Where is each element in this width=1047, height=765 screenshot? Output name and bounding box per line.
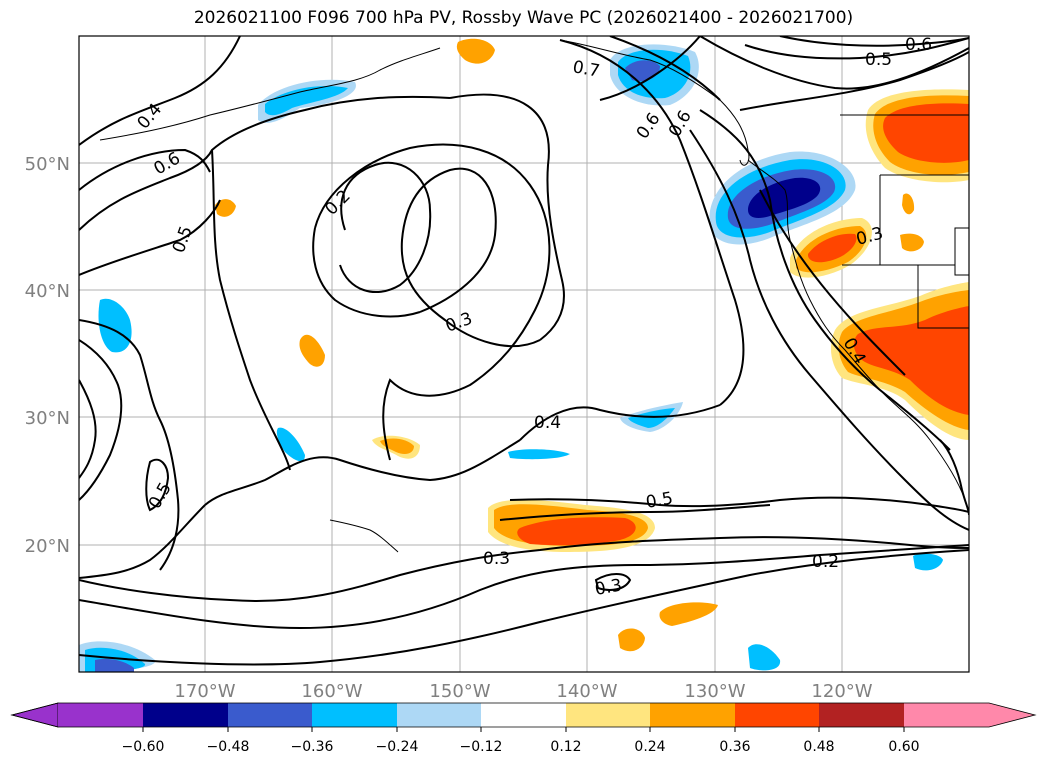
colorbar-tick-label: −0.12 (460, 739, 503, 755)
colorbar-segment (481, 703, 566, 727)
lon-label-150w: 150°W (429, 681, 490, 702)
colorbar-segment (143, 703, 228, 727)
longitude-labels: 170°W 160°W 150°W 140°W 130°W 120°W (174, 681, 872, 702)
lon-label-160w: 160°W (301, 681, 362, 702)
colorbar: −0.60 −0.48 −0.36 −0.24 −0.12 0.12 0.24 … (10, 702, 1037, 755)
anomaly-small-blue-3 (508, 449, 570, 460)
colorbar-segment (650, 703, 735, 727)
colorbar-tick-label: −0.36 (291, 739, 334, 755)
colorbar-tick-label: 0.12 (550, 739, 581, 755)
anomaly-small-blue-6 (913, 553, 943, 571)
anomaly-small-orange-7 (900, 233, 924, 252)
lon-label-130w: 130°W (684, 681, 745, 702)
colorbar-tick-label: −0.24 (376, 739, 419, 755)
contour-label: 0.4 (534, 413, 561, 433)
anomaly-small-orange-6 (618, 628, 645, 652)
colorbar-segment (566, 703, 650, 727)
colorbar-segment (397, 703, 481, 727)
anomaly-small-orange-1 (456, 38, 495, 64)
map-frame (78, 35, 970, 673)
contour-label: 0.3 (483, 549, 510, 569)
map-title: 2026021100 F096 700 hPa PV, Rossby Wave … (193, 8, 854, 28)
colorbar-tick-label: 0.60 (888, 739, 919, 755)
lon-label-120w: 120°W (811, 681, 872, 702)
colorbar-segment (312, 703, 397, 727)
lat-label-50n: 50°N (25, 154, 70, 175)
colorbar-outline (10, 702, 1037, 728)
coastlines (99, 39, 969, 553)
anomaly-small-blue-5 (748, 644, 781, 671)
colorbar-tick-label: −0.60 (122, 739, 165, 755)
map-background (79, 36, 969, 672)
contour-label: 0.2 (812, 552, 839, 572)
lat-label-40n: 40°N (25, 281, 70, 302)
contour-label: 0.5 (865, 50, 892, 70)
colorbar-tick-label: 0.36 (719, 739, 750, 755)
colorbar-segment (228, 703, 312, 727)
colorbar-segment (58, 703, 143, 727)
contour-label: 0.7 (571, 57, 601, 81)
colorbar-tick-label: 0.48 (803, 739, 834, 755)
colorbar-segment (819, 703, 904, 727)
pv-contours (79, 36, 969, 666)
anomaly-small-blue-2 (276, 427, 305, 462)
anomaly-small-blue-1 (98, 298, 132, 353)
colorbar-min-extension (10, 702, 59, 728)
contour-label: 0.6 (905, 35, 932, 55)
colorbar-max-extension (904, 703, 1035, 727)
lon-label-170w: 170°W (174, 681, 235, 702)
contour-label: 0.3 (593, 576, 623, 600)
lon-label-140w: 140°W (556, 681, 617, 702)
anomaly-small-orange-5 (659, 602, 718, 626)
colorbar-ticks (142, 727, 905, 732)
latitude-labels: 50°N 40°N 30°N 20°N (25, 154, 70, 557)
lat-label-20n: 20°N (25, 536, 70, 557)
anomaly-small-orange-3 (299, 334, 325, 367)
lat-label-30n: 30°N (25, 408, 70, 429)
contour-label: 0.5 (644, 489, 674, 513)
colorbar-segment (735, 703, 819, 727)
anomaly-small-orange-2 (215, 199, 236, 217)
colorbar-tick-label: 0.24 (634, 739, 665, 755)
colorbar-tick-labels: −0.60 −0.48 −0.36 −0.24 −0.12 0.12 0.24 … (122, 739, 920, 755)
colorbar-tick-label: −0.48 (207, 739, 250, 755)
